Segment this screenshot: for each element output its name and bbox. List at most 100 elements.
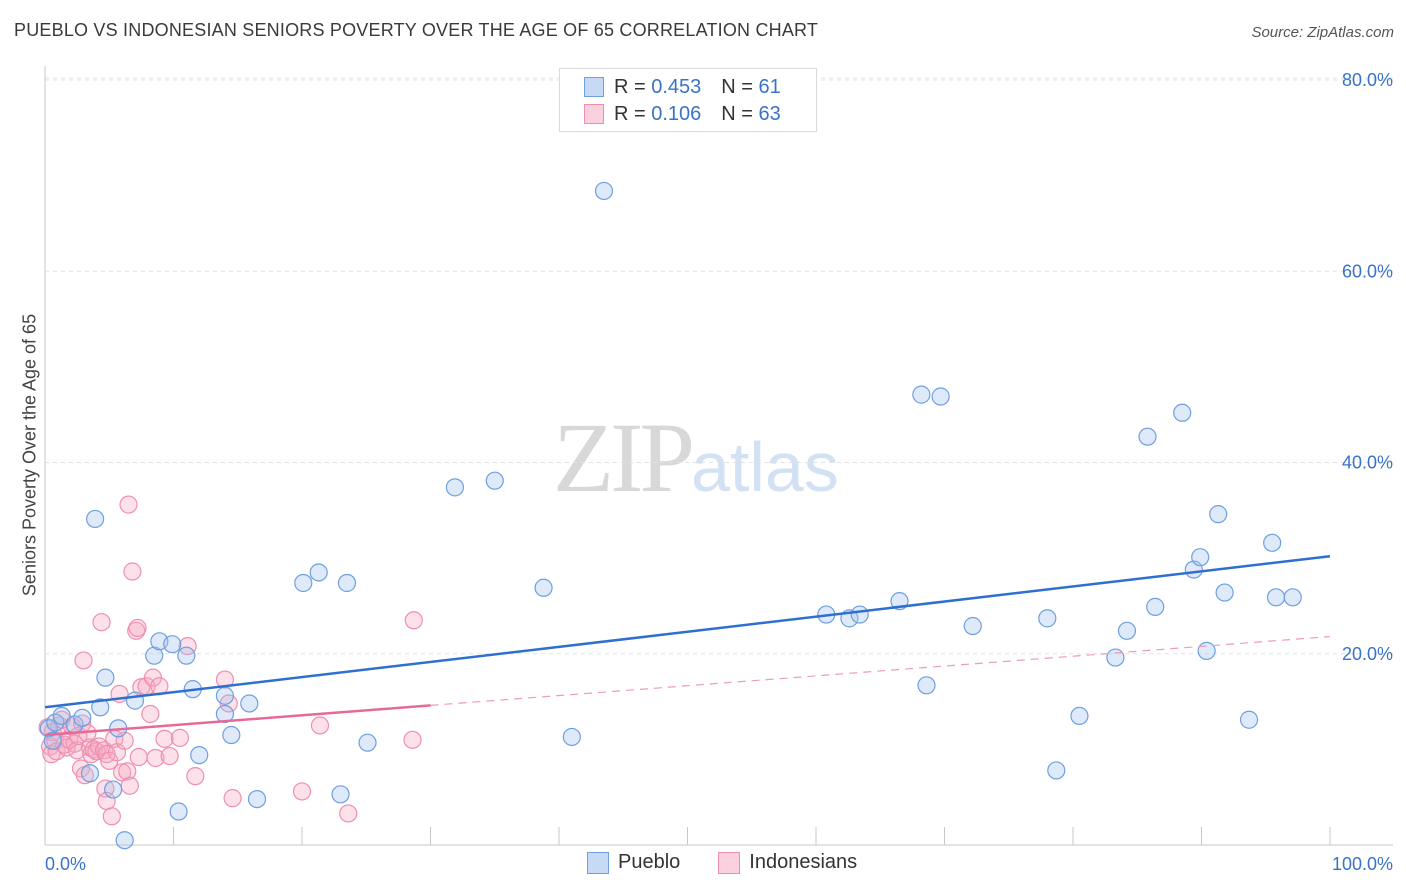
- legend-swatch-indonesians: [584, 104, 604, 124]
- legend-n-value: 61: [758, 75, 781, 98]
- pueblo-point: [104, 780, 123, 799]
- indonesians-point: [74, 651, 93, 670]
- indonesians-trend-line: [44, 704, 431, 737]
- indonesians-point: [102, 807, 121, 826]
- series-label-pueblo: Pueblo: [618, 851, 681, 873]
- pueblo-point: [169, 802, 188, 821]
- tick-labels: 20.0% 40.0% 60.0% 80.0% 0.0% 100.0%: [45, 70, 1393, 874]
- pueblo-point: [215, 704, 234, 724]
- series-legend: Pueblo Indonesians: [587, 851, 857, 874]
- indonesians-point: [155, 729, 174, 748]
- pueblo-point: [1070, 706, 1089, 726]
- y-axis-label: Seniors Poverty Over the Age of 65: [19, 313, 40, 597]
- pueblo-point: [73, 708, 92, 727]
- pueblo-point: [1047, 761, 1066, 780]
- y-tick-label: 60.0%: [1342, 261, 1393, 281]
- watermark: ZIPatlas: [553, 400, 839, 515]
- pueblo-point: [1038, 609, 1057, 628]
- watermark-zip: ZIP: [553, 402, 695, 513]
- pueblo-point: [86, 509, 105, 529]
- indonesians-point: [128, 618, 147, 638]
- pueblo-point: [358, 733, 377, 752]
- pueblo-point: [1146, 597, 1165, 616]
- pueblo-point: [1283, 588, 1302, 607]
- pueblo-point: [1173, 403, 1192, 422]
- source-note: Source: ZipAtlas.com: [1251, 24, 1394, 41]
- indonesians-point: [129, 747, 148, 767]
- pueblo-point: [931, 387, 950, 406]
- pueblo-point: [963, 616, 982, 636]
- axes: [44, 66, 1393, 846]
- y-tick-label: 40.0%: [1342, 453, 1393, 473]
- indonesians-point: [146, 748, 165, 768]
- indonesians-point: [215, 670, 234, 689]
- pueblo-point: [52, 706, 71, 726]
- y-tick-label: 80.0%: [1342, 70, 1393, 90]
- x-tick-label: 100.0%: [1332, 854, 1393, 874]
- indonesians-point: [119, 495, 138, 514]
- pueblo-point: [80, 764, 100, 783]
- pueblo-point: [215, 686, 234, 705]
- pueblo-point: [594, 181, 614, 201]
- pueblo-point: [240, 694, 259, 713]
- pueblo-point: [96, 668, 115, 687]
- pueblo-point: [1239, 710, 1259, 729]
- pueblo-point: [145, 646, 164, 665]
- pueblo-point: [445, 478, 465, 497]
- legend-r-label: R =: [614, 102, 646, 125]
- legend-row-pueblo: R = 0.453 N = 61: [584, 74, 781, 100]
- indonesians-point: [223, 789, 242, 808]
- indonesians-point: [141, 704, 160, 724]
- indonesians-point: [160, 746, 179, 766]
- pueblo-point: [1215, 583, 1234, 602]
- legend-r-value: 0.106: [651, 102, 702, 125]
- pueblo-point: [850, 605, 869, 624]
- series-swatch-indonesians: [718, 851, 741, 874]
- pueblo-trend-line: [44, 554, 1331, 709]
- trend-lines: [44, 554, 1331, 737]
- pueblo-point: [912, 385, 931, 404]
- indonesians-point: [339, 804, 358, 823]
- indonesians-point: [118, 762, 137, 781]
- legend-r-label: R =: [614, 75, 646, 98]
- pueblo-point: [485, 471, 504, 490]
- pueblo-point: [337, 573, 357, 593]
- indonesians-point: [92, 613, 111, 632]
- indonesians-point: [292, 782, 312, 801]
- legend-swatch-pueblo: [584, 77, 604, 97]
- y-tick-label: 20.0%: [1342, 644, 1393, 664]
- pueblo-point: [91, 698, 110, 717]
- pueblo-point: [1117, 621, 1137, 640]
- indonesians-point: [120, 776, 139, 795]
- pueblo-point: [562, 727, 581, 747]
- pueblo-point: [294, 573, 313, 593]
- pueblo-points: [39, 181, 1302, 850]
- x-tick-label: 0.0%: [45, 854, 86, 874]
- indonesians-point: [123, 562, 142, 581]
- chart-title: PUEBLO VS INDONESIAN SENIORS POVERTY OVE…: [14, 20, 819, 40]
- pueblo-point: [331, 785, 350, 804]
- indonesians-points: [38, 495, 423, 826]
- legend-n-label: N =: [721, 75, 753, 98]
- pueblo-point: [1106, 648, 1125, 667]
- indonesians-point: [112, 763, 132, 782]
- pueblo-point: [43, 731, 62, 750]
- watermark-atlas: atlas: [691, 428, 839, 506]
- series-label-indonesians: Indonesians: [749, 851, 858, 873]
- pueblo-point: [163, 635, 182, 654]
- indonesians-point: [186, 767, 205, 786]
- pueblo-point: [177, 646, 196, 665]
- series-swatch-pueblo: [587, 851, 609, 874]
- pueblo-point: [1266, 588, 1286, 607]
- indonesians-point: [42, 745, 61, 764]
- indonesians-point: [310, 716, 330, 735]
- legend-r-value: 0.453: [651, 75, 702, 98]
- pueblo-point: [222, 725, 241, 745]
- pueblo-point: [247, 789, 267, 809]
- indonesians-point: [87, 742, 106, 761]
- indonesians-point: [403, 730, 422, 749]
- indonesians-point: [178, 636, 197, 656]
- correlation-legend: R = 0.453 N = 61 R = 0.106 N = 63: [559, 68, 817, 132]
- indonesians-point: [404, 611, 423, 630]
